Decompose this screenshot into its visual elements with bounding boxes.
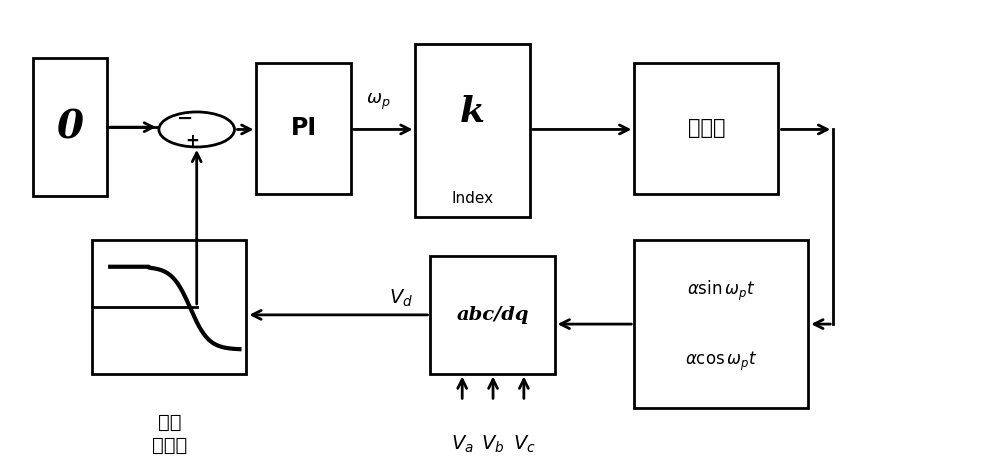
Bar: [256, 63, 351, 194]
Text: $\alpha\cos\omega_p t$: $\alpha\cos\omega_p t$: [685, 349, 757, 373]
Text: 正弦表: 正弦表: [688, 118, 725, 138]
Text: 0: 0: [56, 108, 83, 146]
Bar: [415, 44, 530, 217]
Bar: [634, 63, 778, 194]
Text: $V_d$: $V_d$: [389, 288, 413, 309]
Text: $\alpha\sin\omega_p t$: $\alpha\sin\omega_p t$: [687, 279, 755, 303]
Text: Index: Index: [452, 191, 494, 206]
Text: $V_b$: $V_b$: [481, 433, 505, 455]
Text: $V_c$: $V_c$: [513, 433, 535, 455]
Bar: [92, 240, 246, 374]
Text: $\omega_p$: $\omega_p$: [366, 92, 390, 112]
Text: +: +: [185, 132, 199, 150]
Text: $V_a$: $V_a$: [451, 433, 474, 455]
Text: PI: PI: [291, 116, 317, 140]
Bar: [430, 256, 555, 374]
Text: 低通
滤波器: 低通 滤波器: [152, 413, 187, 455]
Text: abc/dq: abc/dq: [456, 306, 529, 324]
Bar: [33, 58, 107, 196]
Text: −: −: [177, 109, 193, 128]
Text: k: k: [460, 95, 485, 129]
Bar: [634, 240, 808, 408]
